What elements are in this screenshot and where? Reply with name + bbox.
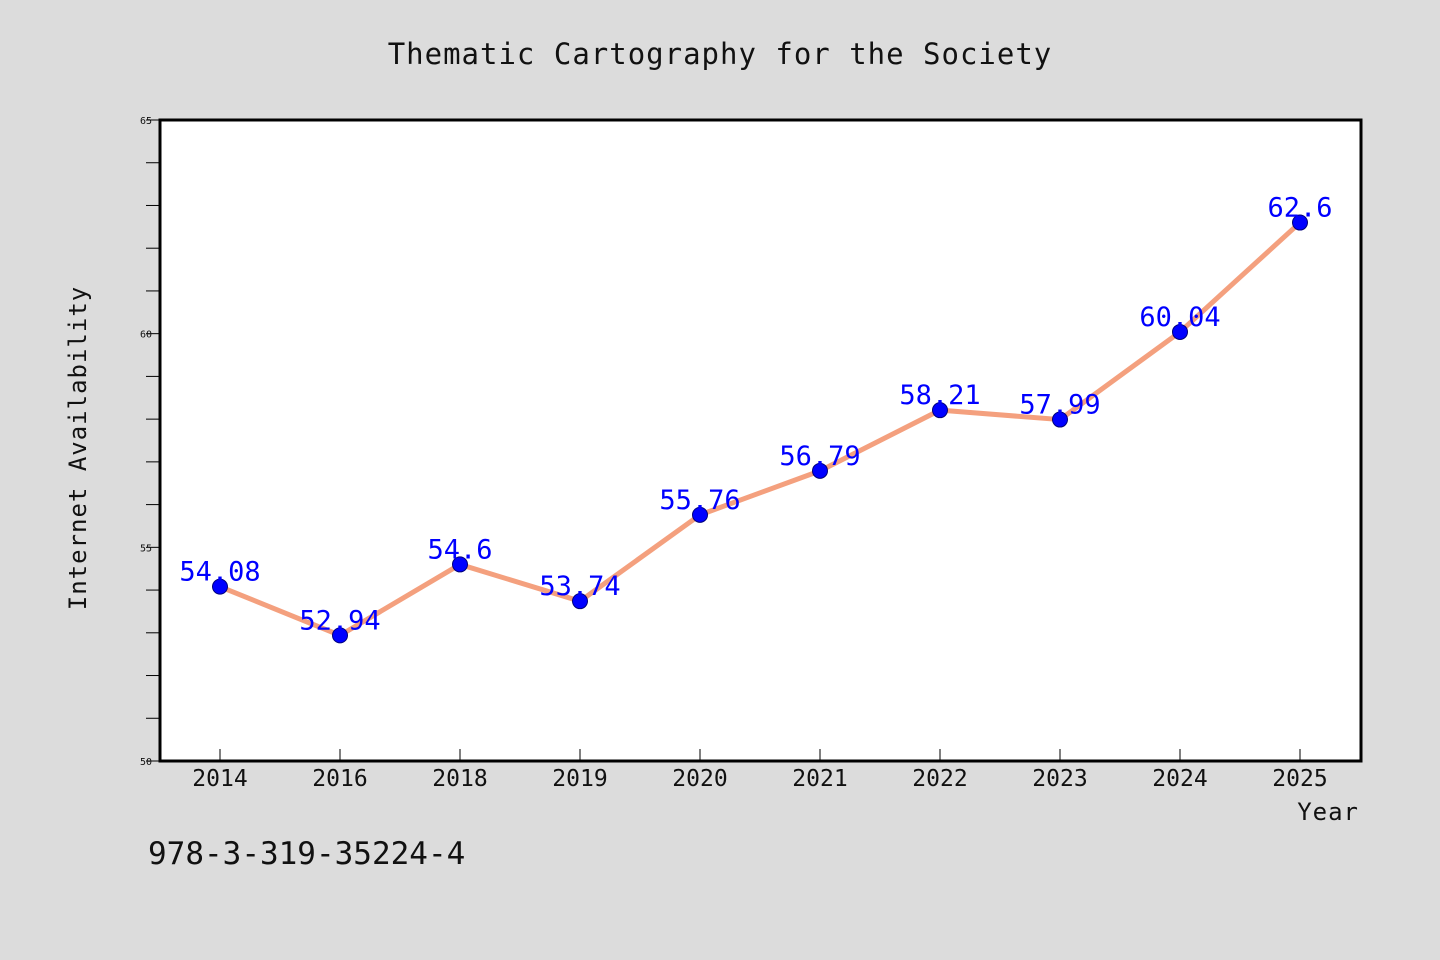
x-tick-label: 2023 — [1032, 766, 1087, 792]
data-label: 53.74 — [539, 571, 620, 602]
footer-code: 978-3-319-35224-4 — [148, 836, 465, 872]
series-line — [217, 220, 1303, 638]
data-label: 62.6 — [1267, 193, 1332, 224]
x-tick-label: 2022 — [912, 766, 967, 792]
y-axis-label: Internet Availability — [64, 286, 92, 610]
x-tick-label: 2019 — [552, 766, 607, 792]
data-point — [932, 402, 948, 419]
data-point — [572, 593, 588, 610]
x-axis-label: Year — [1297, 798, 1359, 826]
data-label: 57.99 — [1019, 390, 1100, 421]
data-point — [212, 578, 228, 595]
x-tick-label: 2014 — [192, 766, 247, 792]
data-label: 55.76 — [659, 485, 740, 516]
x-tick-label: 2024 — [1152, 766, 1207, 792]
data-point — [692, 506, 708, 523]
data-point — [812, 462, 828, 479]
data-point — [1292, 214, 1308, 231]
data-point — [1052, 411, 1068, 428]
y-tick-label: 65 — [140, 116, 152, 127]
data-label: 58.21 — [899, 380, 980, 411]
data-point — [1172, 323, 1188, 340]
plot-area — [158, 118, 1363, 763]
y-tick-label: 55 — [140, 543, 152, 554]
x-tick-label: 2025 — [1272, 766, 1327, 792]
data-label-layer: 54.08 52.94 54.6 53.74 55.76 56.79 58.21 57.99 6… — [179, 193, 1332, 637]
data-point — [332, 627, 348, 644]
y-tick-label: 50 — [140, 757, 152, 768]
y-tick-label: 60 — [140, 330, 152, 341]
series-layer — [212, 214, 1308, 644]
x-tick-label: 2021 — [792, 766, 847, 792]
x-axis: 2014 2016 2018 2019 2020 2021 2022 2023 2024 2025 — [192, 749, 1328, 792]
x-tick-label: 2018 — [432, 766, 487, 792]
data-label: 56.79 — [779, 441, 860, 472]
chart-title: Thematic Cartography for the Society — [388, 37, 1053, 71]
x-tick-label: 2020 — [672, 766, 727, 792]
data-label: 52.94 — [299, 605, 380, 636]
data-point — [452, 556, 468, 573]
data-label: 54.6 — [427, 534, 492, 565]
data-label: 54.08 — [179, 557, 260, 588]
data-label: 60.04 — [1139, 302, 1220, 333]
y-axis: 50 55 60 65 — [140, 116, 160, 768]
x-tick-label: 2016 — [312, 766, 367, 792]
